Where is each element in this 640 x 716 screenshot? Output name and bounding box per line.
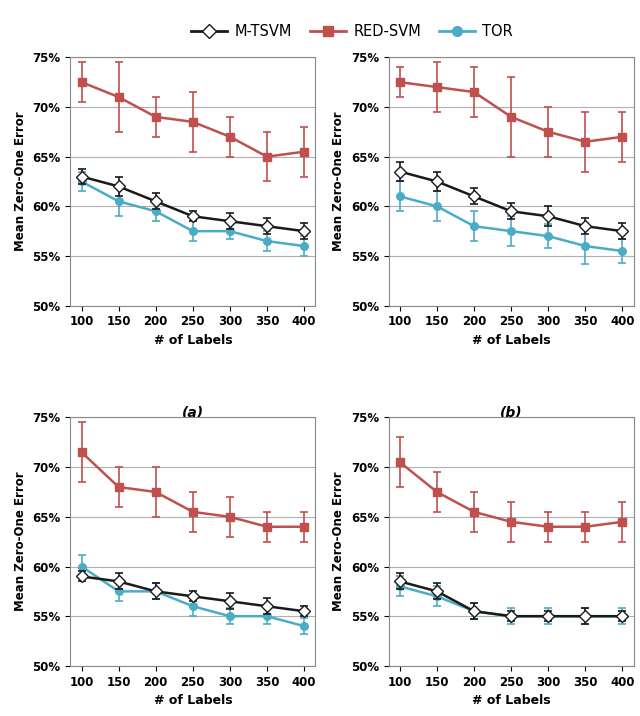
Text: (b): (b) <box>500 405 522 419</box>
X-axis label: # of Labels: # of Labels <box>472 334 550 347</box>
Y-axis label: Mean Zero-One Error: Mean Zero-One Error <box>14 472 27 611</box>
Legend: M-TSVM, RED-SVM, TOR: M-TSVM, RED-SVM, TOR <box>185 18 519 44</box>
Text: (a): (a) <box>182 405 204 419</box>
Y-axis label: Mean Zero-One Error: Mean Zero-One Error <box>332 112 345 251</box>
Y-axis label: Mean Zero-One Error: Mean Zero-One Error <box>14 112 27 251</box>
X-axis label: # of Labels: # of Labels <box>472 694 550 707</box>
X-axis label: # of Labels: # of Labels <box>154 694 232 707</box>
Y-axis label: Mean Zero-One Error: Mean Zero-One Error <box>332 472 345 611</box>
X-axis label: # of Labels: # of Labels <box>154 334 232 347</box>
